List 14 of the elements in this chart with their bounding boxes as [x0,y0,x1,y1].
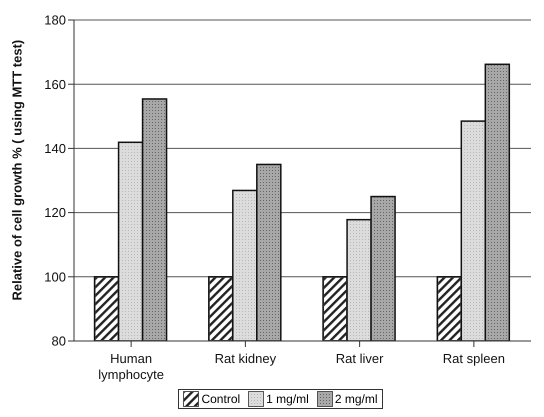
y-tick-label: 120 [44,205,66,220]
legend-label: 2 mg/ml [334,391,378,407]
x-tick-label: Rat kidney [214,351,277,366]
y-tick-label: 160 [44,76,66,92]
y-axis-title: Relative of cell growth % ( using MTT test) [10,40,25,300]
x-tick-label: Human lymphocyte [98,351,164,382]
y-tick-label: 180 [44,12,66,28]
y-tick-label: 80 [52,334,66,349]
x-tick-label: Rat spleen [442,351,505,366]
y-tick-label: 100 [44,269,66,284]
x-tick-label: Rat liver [336,351,384,366]
legend-label: Control [200,391,240,407]
legend-label: 1 mg/ml [265,391,309,407]
y-tick-label: 140 [44,141,66,156]
